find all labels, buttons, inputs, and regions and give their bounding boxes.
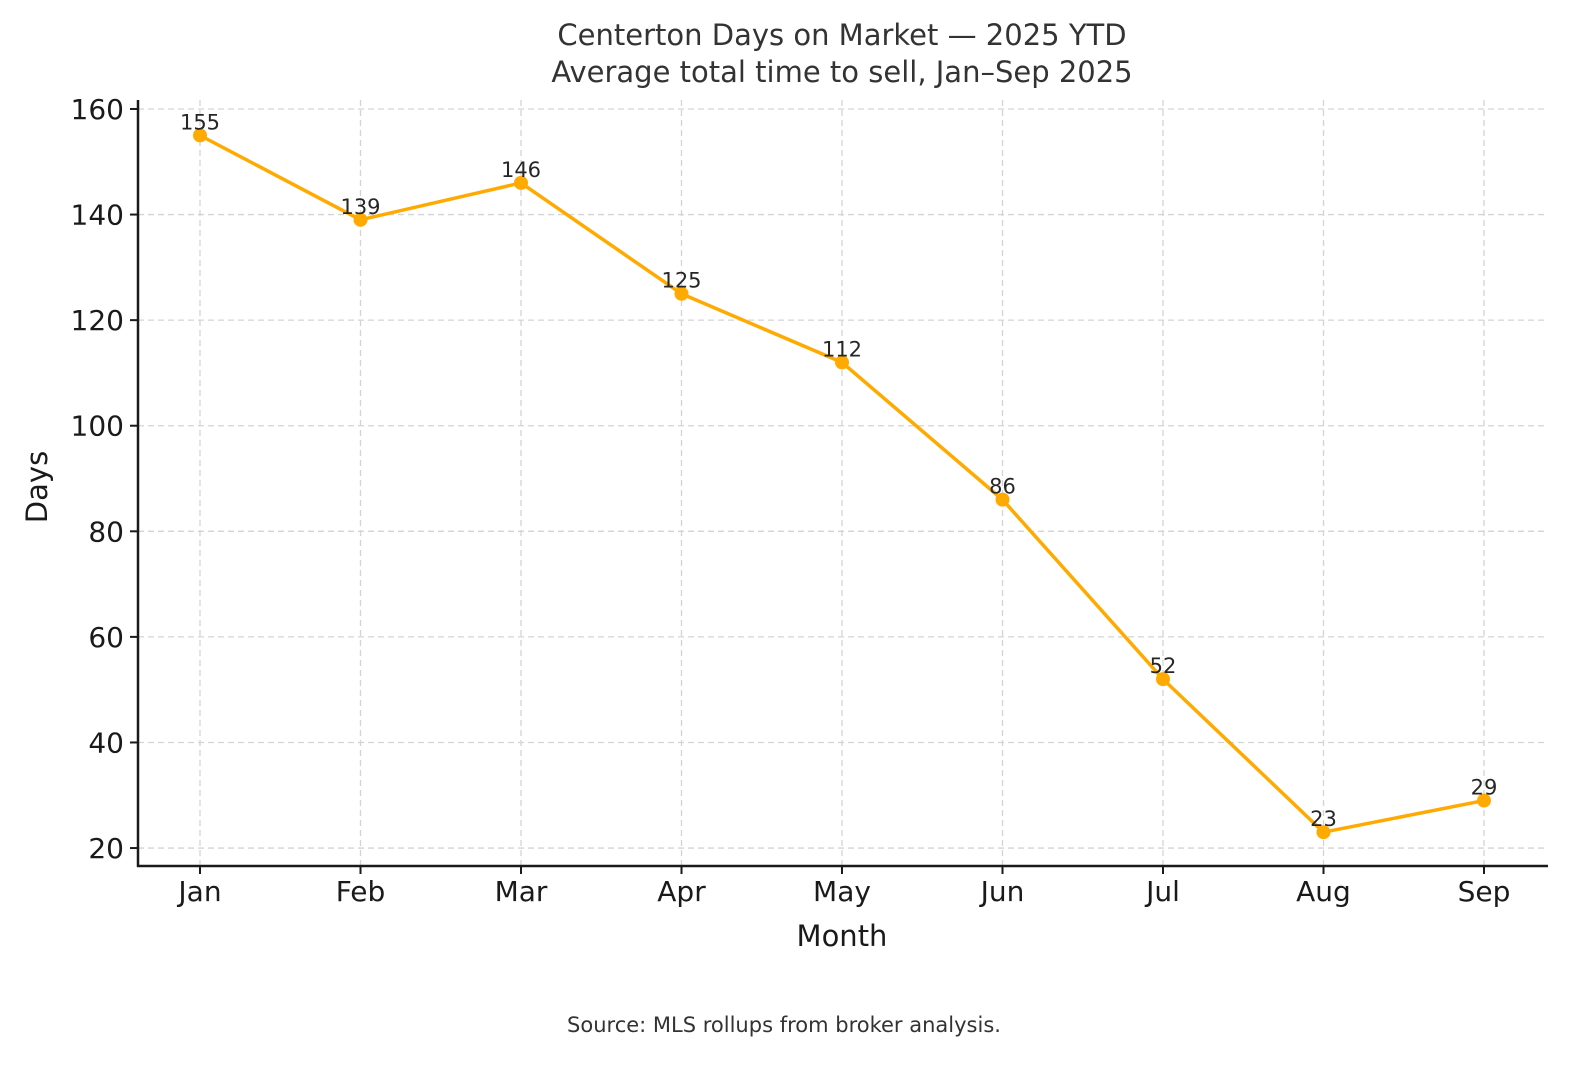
axes: 20 40 60 80 100 120 140 160 Jan Feb Mar Apr May Jun Ju… [71, 93, 1548, 908]
y-tick-label: 140 [71, 199, 124, 232]
data-point [1156, 672, 1170, 687]
y-tick-label: 160 [71, 93, 124, 126]
data-label: 139 [340, 195, 380, 219]
data-point [353, 212, 368, 227]
source-note: Source: MLS rollups from broker analysis… [567, 1013, 1001, 1037]
data-point [674, 286, 689, 301]
data-point [835, 355, 849, 370]
data-label: 125 [661, 269, 701, 293]
y-tick-label: 80 [88, 515, 124, 548]
data-label: 155 [180, 110, 220, 134]
y-tick-label: 40 [88, 726, 124, 759]
x-tick-label: Jan [176, 875, 221, 908]
y-tick-label: 60 [88, 621, 124, 654]
x-tick-label: Sep [1458, 875, 1511, 908]
y-tick-label: 100 [71, 410, 124, 443]
data-label: 112 [822, 337, 862, 361]
x-tick-label: Mar [495, 875, 548, 908]
data-point [1477, 793, 1491, 808]
x-tick-label: Aug [1296, 875, 1351, 908]
data-point [193, 128, 207, 143]
x-tick-label: Jun [979, 875, 1025, 908]
y-axis-label: Days [20, 451, 54, 523]
data-label: 146 [501, 158, 541, 182]
data-label: 52 [1150, 654, 1177, 678]
grid [138, 100, 1548, 866]
x-tick-label: Jul [1144, 875, 1180, 908]
data-label: 86 [989, 475, 1016, 499]
y-tick-label: 120 [71, 304, 124, 337]
data-label: 23 [1310, 807, 1337, 831]
series-days-on-market [193, 128, 1491, 840]
chart-subtitle: Average total time to sell, Jan–Sep 2025 [551, 55, 1132, 89]
data-label: 29 [1471, 776, 1498, 800]
data-point [514, 175, 528, 190]
data-point [1316, 825, 1331, 840]
data-labels: 155 139 146 125 112 86 52 23 29 [180, 110, 1497, 831]
y-tick-label: 20 [88, 832, 124, 865]
x-tick-label: May [813, 875, 871, 908]
x-tick-label: Feb [336, 875, 386, 908]
chart-title: Centerton Days on Market — 2025 YTD [557, 18, 1126, 52]
data-point [995, 492, 1010, 507]
x-axis-label: Month [797, 919, 888, 953]
x-tick-label: Apr [657, 875, 706, 908]
